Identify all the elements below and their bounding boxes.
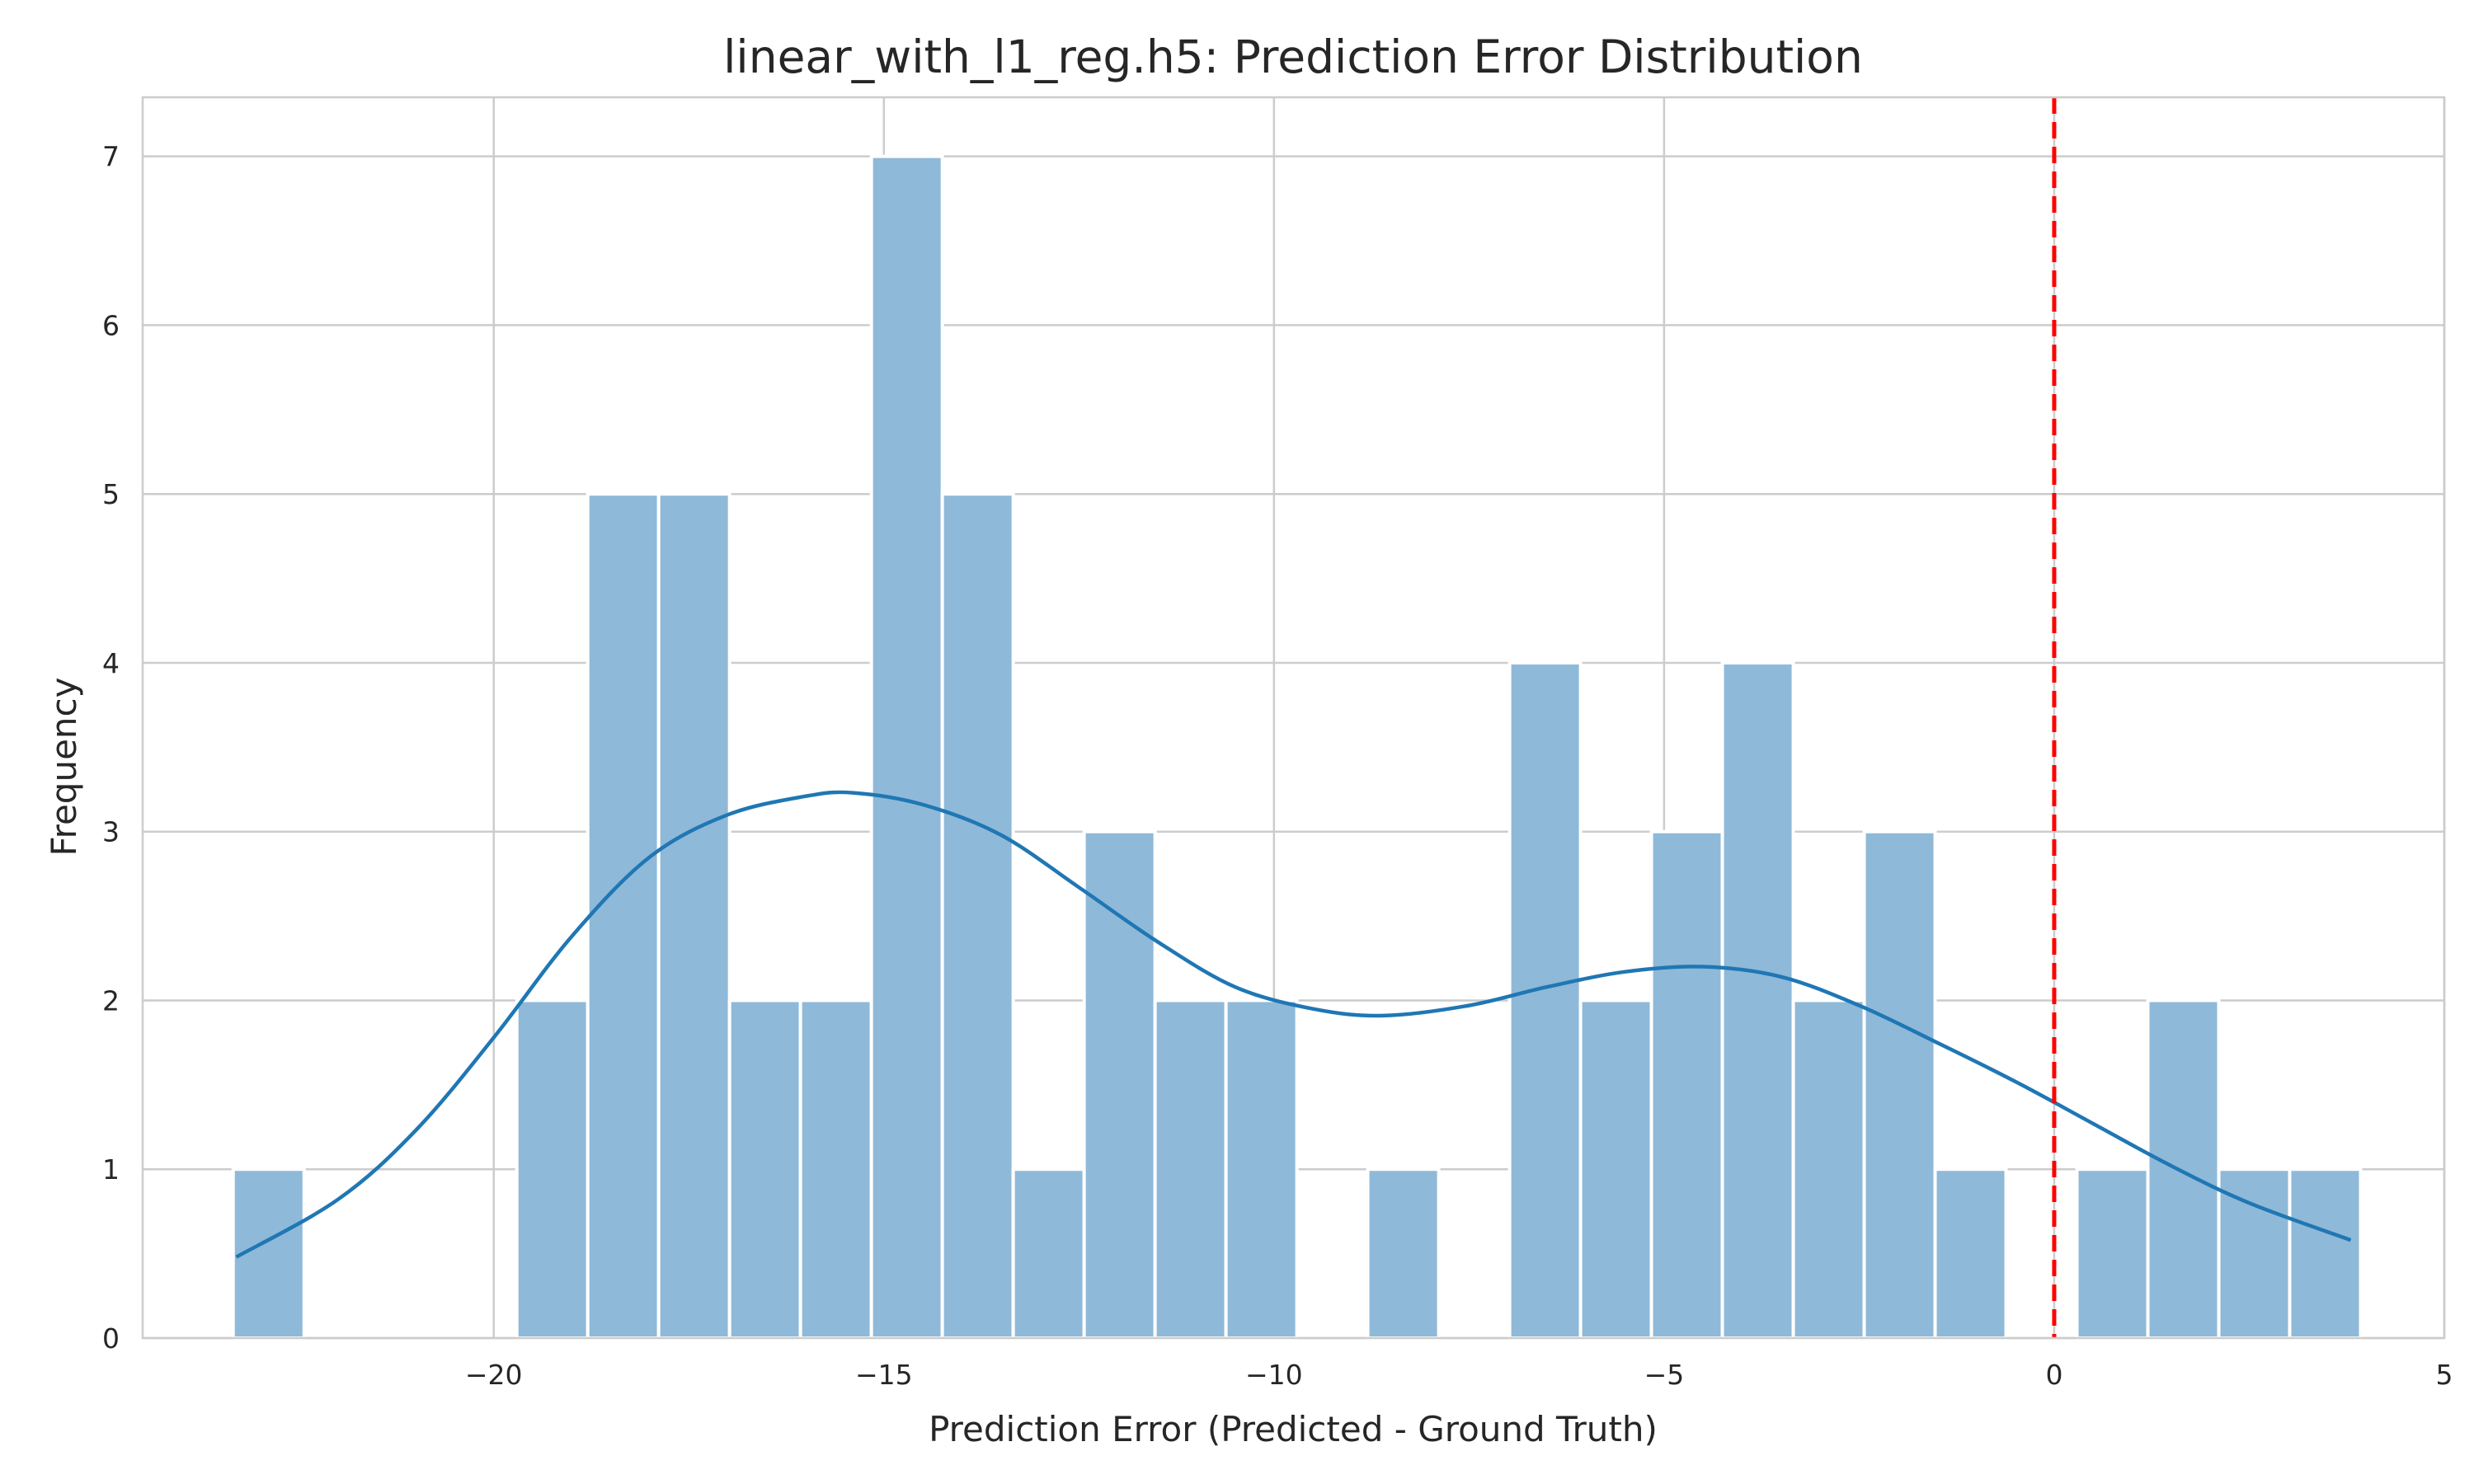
- histogram-bar: [1224, 998, 1299, 1340]
- histogram-bar: [656, 492, 731, 1340]
- histogram-bar: [1153, 998, 1228, 1340]
- histogram-bar: [2075, 1167, 2150, 1340]
- histogram-bar: [727, 998, 802, 1340]
- y-tick-label: 5: [102, 478, 120, 510]
- y-tick-label: 0: [102, 1322, 120, 1355]
- histogram-bars: [231, 154, 2363, 1341]
- histogram-bar: [869, 154, 944, 1341]
- y-tick-label: 7: [102, 141, 120, 173]
- kde-curve: [235, 790, 2352, 1259]
- x-tick-label: −20: [465, 1359, 523, 1391]
- x-tick-label: 5: [2436, 1359, 2453, 1391]
- histogram-bar: [940, 492, 1015, 1340]
- histogram-bar: [1791, 998, 1866, 1340]
- y-tick-labels: 0 1 2 3 4 5 6 7: [102, 141, 120, 1355]
- histogram-bar: [1862, 829, 1937, 1340]
- histogram-bar: [515, 998, 590, 1340]
- histogram-bar: [586, 492, 661, 1340]
- plot-frame: [141, 96, 2446, 1340]
- x-tick-labels: −20 −15 −10 −5 0 5: [465, 1359, 2453, 1391]
- x-tick-label: 0: [2045, 1359, 2062, 1391]
- y-tick-label: 3: [102, 816, 120, 848]
- chart-title: linear_with_l1_reg.h5: Prediction Error …: [723, 31, 1863, 83]
- y-tick-label: 4: [102, 647, 120, 679]
- histogram-bar: [798, 998, 873, 1340]
- y-tick-label: 2: [102, 984, 120, 1017]
- histogram-bar: [1082, 829, 1157, 1340]
- y-axis-label: Frequency: [44, 678, 84, 857]
- x-tick-label: −10: [1245, 1359, 1303, 1391]
- x-axis-label: Prediction Error (Predicted - Ground Tru…: [929, 1409, 1658, 1449]
- histogram-bar: [1933, 1167, 2008, 1340]
- histogram-bar: [1578, 998, 1653, 1340]
- y-tick-label: 6: [102, 309, 120, 341]
- x-tick-label: −15: [855, 1359, 913, 1391]
- x-tick-label: −5: [1644, 1359, 1685, 1391]
- y-tick-label: 1: [102, 1153, 120, 1186]
- histogram-bar: [2288, 1167, 2363, 1340]
- histogram-bar: [1649, 829, 1724, 1340]
- histogram-bar: [1507, 660, 1583, 1340]
- histogram-bar: [1720, 660, 1795, 1340]
- histogram-bar: [1011, 1167, 1086, 1340]
- histogram-bar: [2146, 998, 2221, 1340]
- histogram-bar: [1366, 1167, 1441, 1340]
